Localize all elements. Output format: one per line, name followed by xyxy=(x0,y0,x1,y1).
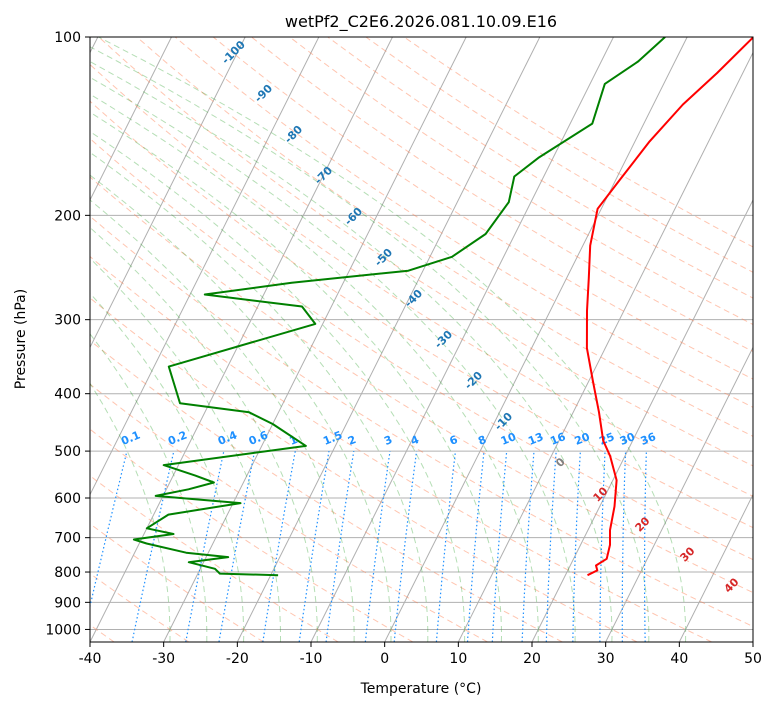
mixing-ratio-label: 2 xyxy=(346,433,358,448)
chart-title: wetPf2_C2E6.2026.081.10.09.E16 xyxy=(285,12,557,32)
mixing-ratio-line xyxy=(600,451,605,642)
mixing-ratio-label: 13 xyxy=(526,430,545,448)
mixing-ratio-line xyxy=(492,451,506,642)
moist-adiabat-label: 0 xyxy=(553,455,568,470)
data-layer xyxy=(134,37,754,575)
mixing-ratio-label: 6 xyxy=(448,433,460,448)
mixing-ratio-label: 8 xyxy=(476,433,488,448)
dry-adiabat-line xyxy=(0,37,775,642)
y-tick-label: 1000 xyxy=(45,622,81,638)
isotherm-line xyxy=(0,37,245,642)
x-tick-label: -40 xyxy=(79,651,102,667)
mixing-ratio-line xyxy=(394,451,416,642)
plot-frame xyxy=(90,37,753,642)
dry-adiabat-line xyxy=(0,37,488,642)
mixing-ratio-label: 0.4 xyxy=(216,428,239,447)
dry-adiabat-line xyxy=(0,37,264,642)
mixing-ratio-line xyxy=(546,451,556,642)
x-tick-label: 30 xyxy=(597,651,615,667)
y-tick-label: 800 xyxy=(54,565,81,581)
dry-adiabat-line xyxy=(0,37,775,642)
moist-adiabat-line xyxy=(0,37,244,642)
y-axis-label: Pressure (hPa) xyxy=(13,289,29,389)
mixing-ratio-label: 0.6 xyxy=(247,428,270,447)
mixing-ratio-label: 10 xyxy=(499,430,518,448)
mixing-ratio-line xyxy=(365,451,390,642)
mixing-ratio-label: 20 xyxy=(573,430,592,448)
x-axis-label: Temperature (°C) xyxy=(360,681,482,697)
moist-adiabat-line xyxy=(44,37,612,642)
mixing-ratio-line xyxy=(645,451,647,642)
mixing-ratio-line xyxy=(299,451,329,642)
isotherm-line xyxy=(164,37,467,642)
x-tick-label: 10 xyxy=(449,651,467,667)
y-tick-label: 600 xyxy=(54,491,81,507)
moist-adiabat-line xyxy=(0,37,391,642)
moist-adiabat-line xyxy=(0,37,502,642)
isotherm-line xyxy=(90,37,393,642)
mixing-ratio-label: 36 xyxy=(639,430,658,448)
mixing-ratio-line xyxy=(326,451,354,642)
dry-adiabat-line xyxy=(0,37,338,642)
y-tick-label: 700 xyxy=(54,531,81,547)
moist-adiabat-label: 20 xyxy=(633,514,653,534)
mixing-ratio-line xyxy=(219,451,255,642)
x-tick-label: -30 xyxy=(152,651,175,667)
y-tick-label: 400 xyxy=(54,387,81,403)
mixing-ratio-label: 16 xyxy=(548,430,567,448)
mixing-ratio-label: 30 xyxy=(618,430,637,448)
mixing-ratio-label: 1.5 xyxy=(321,429,344,448)
moist-adiabat-line xyxy=(0,37,280,642)
dry-adiabat-label: -70 xyxy=(312,164,335,187)
moist-adiabat-label: 40 xyxy=(722,575,742,595)
y-tick-label: 100 xyxy=(54,30,81,46)
y-tick-label: 200 xyxy=(54,208,81,224)
dry-adiabat-label: -20 xyxy=(462,369,485,392)
temperature-profile-line xyxy=(587,37,754,575)
dry-adiabat-line xyxy=(328,37,775,642)
moist-adiabat-line xyxy=(0,37,317,642)
x-tick-label: -20 xyxy=(226,651,249,667)
mixing-ratio-line xyxy=(622,451,625,642)
moist-adiabat-line xyxy=(71,37,648,642)
dry-adiabat-label: -80 xyxy=(282,123,305,146)
dry-adiabat-line xyxy=(0,37,413,642)
x-tick-label: -10 xyxy=(300,651,323,667)
isotherm-line xyxy=(385,37,688,642)
isotherm-line xyxy=(237,37,540,642)
moist-adiabat-line xyxy=(99,37,686,642)
x-tick-label: 20 xyxy=(523,651,541,667)
y-tick-label: 300 xyxy=(54,313,81,329)
y-tick-label: 900 xyxy=(54,595,81,611)
y-tick-label: 500 xyxy=(54,444,81,460)
x-tick-label: 50 xyxy=(744,651,762,667)
dry-adiabat-label: -90 xyxy=(252,82,275,105)
moist-adiabat-line xyxy=(0,37,428,642)
mixing-ratio-label: 0.2 xyxy=(166,429,189,448)
dry-adiabat-line xyxy=(0,37,562,642)
isotherm-line xyxy=(16,37,319,642)
dry-adiabat-line xyxy=(404,37,775,642)
dry-adiabat-label: -100 xyxy=(219,38,248,67)
mixing-ratio-line xyxy=(436,451,455,642)
dry-adiabat-label: -30 xyxy=(432,328,455,351)
dry-adiabat-line xyxy=(366,37,775,642)
mixing-ratio-label: 0.1 xyxy=(119,429,142,448)
mixing-ratio-label: 25 xyxy=(597,430,616,448)
x-tick-label: 40 xyxy=(670,651,688,667)
x-tick-label: 0 xyxy=(380,651,389,667)
moist-adiabat-label: 30 xyxy=(678,544,698,564)
dry-adiabat-line xyxy=(0,37,775,642)
isotherm-line xyxy=(458,37,760,642)
mixing-ratio-label: 3 xyxy=(382,433,394,448)
isotherm-line xyxy=(753,37,775,642)
